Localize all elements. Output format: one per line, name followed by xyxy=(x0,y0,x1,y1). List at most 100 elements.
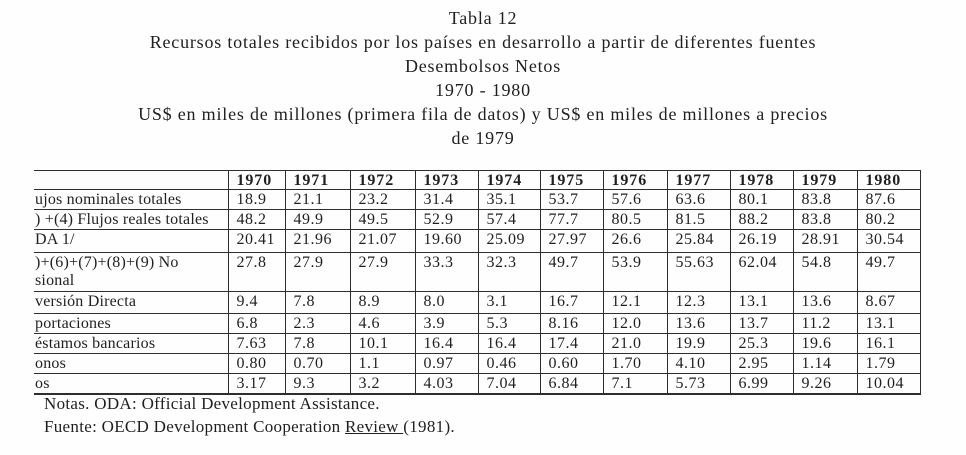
table-subtitle: Desembolsos Netos xyxy=(404,56,562,76)
year-header-1970: 1970 xyxy=(227,170,286,190)
year-header-1975: 1975 xyxy=(539,170,604,190)
cell-r7-1980: 16.1 xyxy=(856,333,921,354)
cell-r9-1975: 6.84 xyxy=(539,373,604,395)
cell-r4-1980: 49.7 xyxy=(856,252,921,292)
cell-r1-1972: 23.2 xyxy=(349,189,416,210)
source-underlined-word: Review xyxy=(345,417,404,436)
year-header-1974: 1974 xyxy=(477,170,541,190)
cell-r4-1978: 62.04 xyxy=(729,252,794,292)
table-title-block: Tabla 12 Recursos totales recibidos por … xyxy=(0,6,966,150)
cell-r3-1972: 21.07 xyxy=(349,229,416,253)
cell-r2-1979: 83.8 xyxy=(792,209,858,230)
cell-r8-1974: 0.46 xyxy=(477,353,541,374)
cell-r3-1974: 25.09 xyxy=(477,229,541,253)
cell-r1-1980: 87.6 xyxy=(856,189,921,210)
cell-r4-1970: 27.8 xyxy=(227,252,286,292)
year-header-1971: 1971 xyxy=(284,170,351,190)
cell-r3-1970: 20.41 xyxy=(227,229,286,253)
cell-r2-1975: 77.7 xyxy=(539,209,604,230)
table-row-8: onos 0.80 0.70 1.1 0.97 0.46 0.60 1.70 4.10 2.95 1… xyxy=(34,353,921,374)
source-suffix: (1981). xyxy=(403,417,455,436)
table-row-1: ujos nominales totales 18.9 21.1 23.2 31.4 35… xyxy=(34,189,921,210)
cell-r7-1970: 7.63 xyxy=(227,333,286,354)
cell-r3-1976: 26.6 xyxy=(602,229,668,253)
cell-r6-1970: 6.8 xyxy=(227,313,286,334)
cell-r5-1971: 7.8 xyxy=(284,291,351,314)
cell-r1-1974: 35.1 xyxy=(477,189,541,210)
header-row: 1970 1971 1972 1973 1974 1975 1976 1977 1978 1979… xyxy=(34,170,921,190)
cell-r9-1974: 7.04 xyxy=(477,373,541,395)
notes-line: Notas. ODA: Official Development Assista… xyxy=(44,394,380,413)
cell-r5-1973: 8.0 xyxy=(414,291,479,314)
corner-header-cell xyxy=(34,170,229,190)
cell-r6-1979: 11.2 xyxy=(792,313,858,334)
cell-r6-1977: 13.6 xyxy=(666,313,731,334)
year-header-1977: 1977 xyxy=(666,170,731,190)
cell-r9-1971: 9.3 xyxy=(284,373,351,395)
cell-r6-1980: 13.1 xyxy=(856,313,921,334)
source-prefix: Fuente: OECD Development Cooperation xyxy=(44,417,345,436)
cell-r9-1979: 9.26 xyxy=(792,373,858,395)
cell-r4-1976: 53.9 xyxy=(602,252,668,292)
table-period: 1970 - 1980 xyxy=(435,80,531,100)
cell-r7-1978: 25.3 xyxy=(729,333,794,354)
cell-r3-1971: 21.96 xyxy=(284,229,351,253)
table-units-line2: de 1979 xyxy=(451,128,515,148)
cell-r1-1976: 57.6 xyxy=(602,189,668,210)
cell-r8-1972: 1.1 xyxy=(349,353,416,374)
cell-r8-1980: 1.79 xyxy=(856,353,921,374)
cell-r9-1973: 4.03 xyxy=(414,373,479,395)
cell-r3-1973: 19.60 xyxy=(414,229,479,253)
cell-r8-1978: 2.95 xyxy=(729,353,794,374)
cell-r5-1974: 3.1 xyxy=(477,291,541,314)
table-row-9: os 3.17 9.3 3.2 4.03 7.04 6.84 7.1 5.73 6.99 9.26 1… xyxy=(34,373,921,395)
cell-r2-1972: 49.5 xyxy=(349,209,416,230)
row-label: DA 1/ xyxy=(34,229,229,253)
cell-r1-1977: 63.6 xyxy=(666,189,731,210)
cell-r2-1970: 48.2 xyxy=(227,209,286,230)
year-header-1979: 1979 xyxy=(792,170,858,190)
row-label: éstamos bancarios xyxy=(34,333,229,354)
year-header-1976: 1976 xyxy=(602,170,668,190)
year-header-1978: 1978 xyxy=(729,170,794,190)
cell-r2-1978: 88.2 xyxy=(729,209,794,230)
cell-r8-1971: 0.70 xyxy=(284,353,351,374)
cell-r7-1971: 7.8 xyxy=(284,333,351,354)
cell-r6-1978: 13.7 xyxy=(729,313,794,334)
cell-r5-1976: 12.1 xyxy=(602,291,668,314)
cell-r3-1979: 28.91 xyxy=(792,229,858,253)
cell-r1-1979: 83.8 xyxy=(792,189,858,210)
cell-r7-1976: 21.0 xyxy=(602,333,668,354)
cell-r7-1979: 19.6 xyxy=(792,333,858,354)
cell-r2-1977: 81.5 xyxy=(666,209,731,230)
table-row-4: )+(6)+(7)+(8)+(9) No sional 27.8 27.9 27.9 33… xyxy=(34,252,921,292)
cell-r8-1975: 0.60 xyxy=(539,353,604,374)
cell-r2-1974: 57.4 xyxy=(477,209,541,230)
row-label: onos xyxy=(34,353,229,374)
cell-r8-1977: 4.10 xyxy=(666,353,731,374)
row-label: os xyxy=(34,373,229,395)
cell-r9-1980: 10.04 xyxy=(856,373,921,395)
data-table: 1970 1971 1972 1973 1974 1975 1976 1977 1978 1979… xyxy=(34,170,921,395)
cell-r2-1980: 80.2 xyxy=(856,209,921,230)
cell-r9-1977: 5.73 xyxy=(666,373,731,395)
cell-r7-1974: 16.4 xyxy=(477,333,541,354)
year-header-1973: 1973 xyxy=(414,170,479,190)
cell-r2-1976: 80.5 xyxy=(602,209,668,230)
cell-r7-1977: 19.9 xyxy=(666,333,731,354)
cell-r2-1971: 49.9 xyxy=(284,209,351,230)
cell-r9-1976: 7.1 xyxy=(602,373,668,395)
cell-r8-1979: 1.14 xyxy=(792,353,858,374)
cell-r4-1975: 49.7 xyxy=(539,252,604,292)
cell-r8-1973: 0.97 xyxy=(414,353,479,374)
cell-r5-1980: 8.67 xyxy=(856,291,921,314)
cell-r5-1977: 12.3 xyxy=(666,291,731,314)
cell-r8-1976: 1.70 xyxy=(602,353,668,374)
cell-r6-1974: 5.3 xyxy=(477,313,541,334)
cell-r4-1971: 27.9 xyxy=(284,252,351,292)
table-row-7: éstamos bancarios 7.63 7.8 10.1 16.4 16.4 17.4… xyxy=(34,333,921,354)
cell-r5-1970: 9.4 xyxy=(227,291,286,314)
year-header-1972: 1972 xyxy=(349,170,416,190)
table-number: Tabla 12 xyxy=(448,8,518,28)
